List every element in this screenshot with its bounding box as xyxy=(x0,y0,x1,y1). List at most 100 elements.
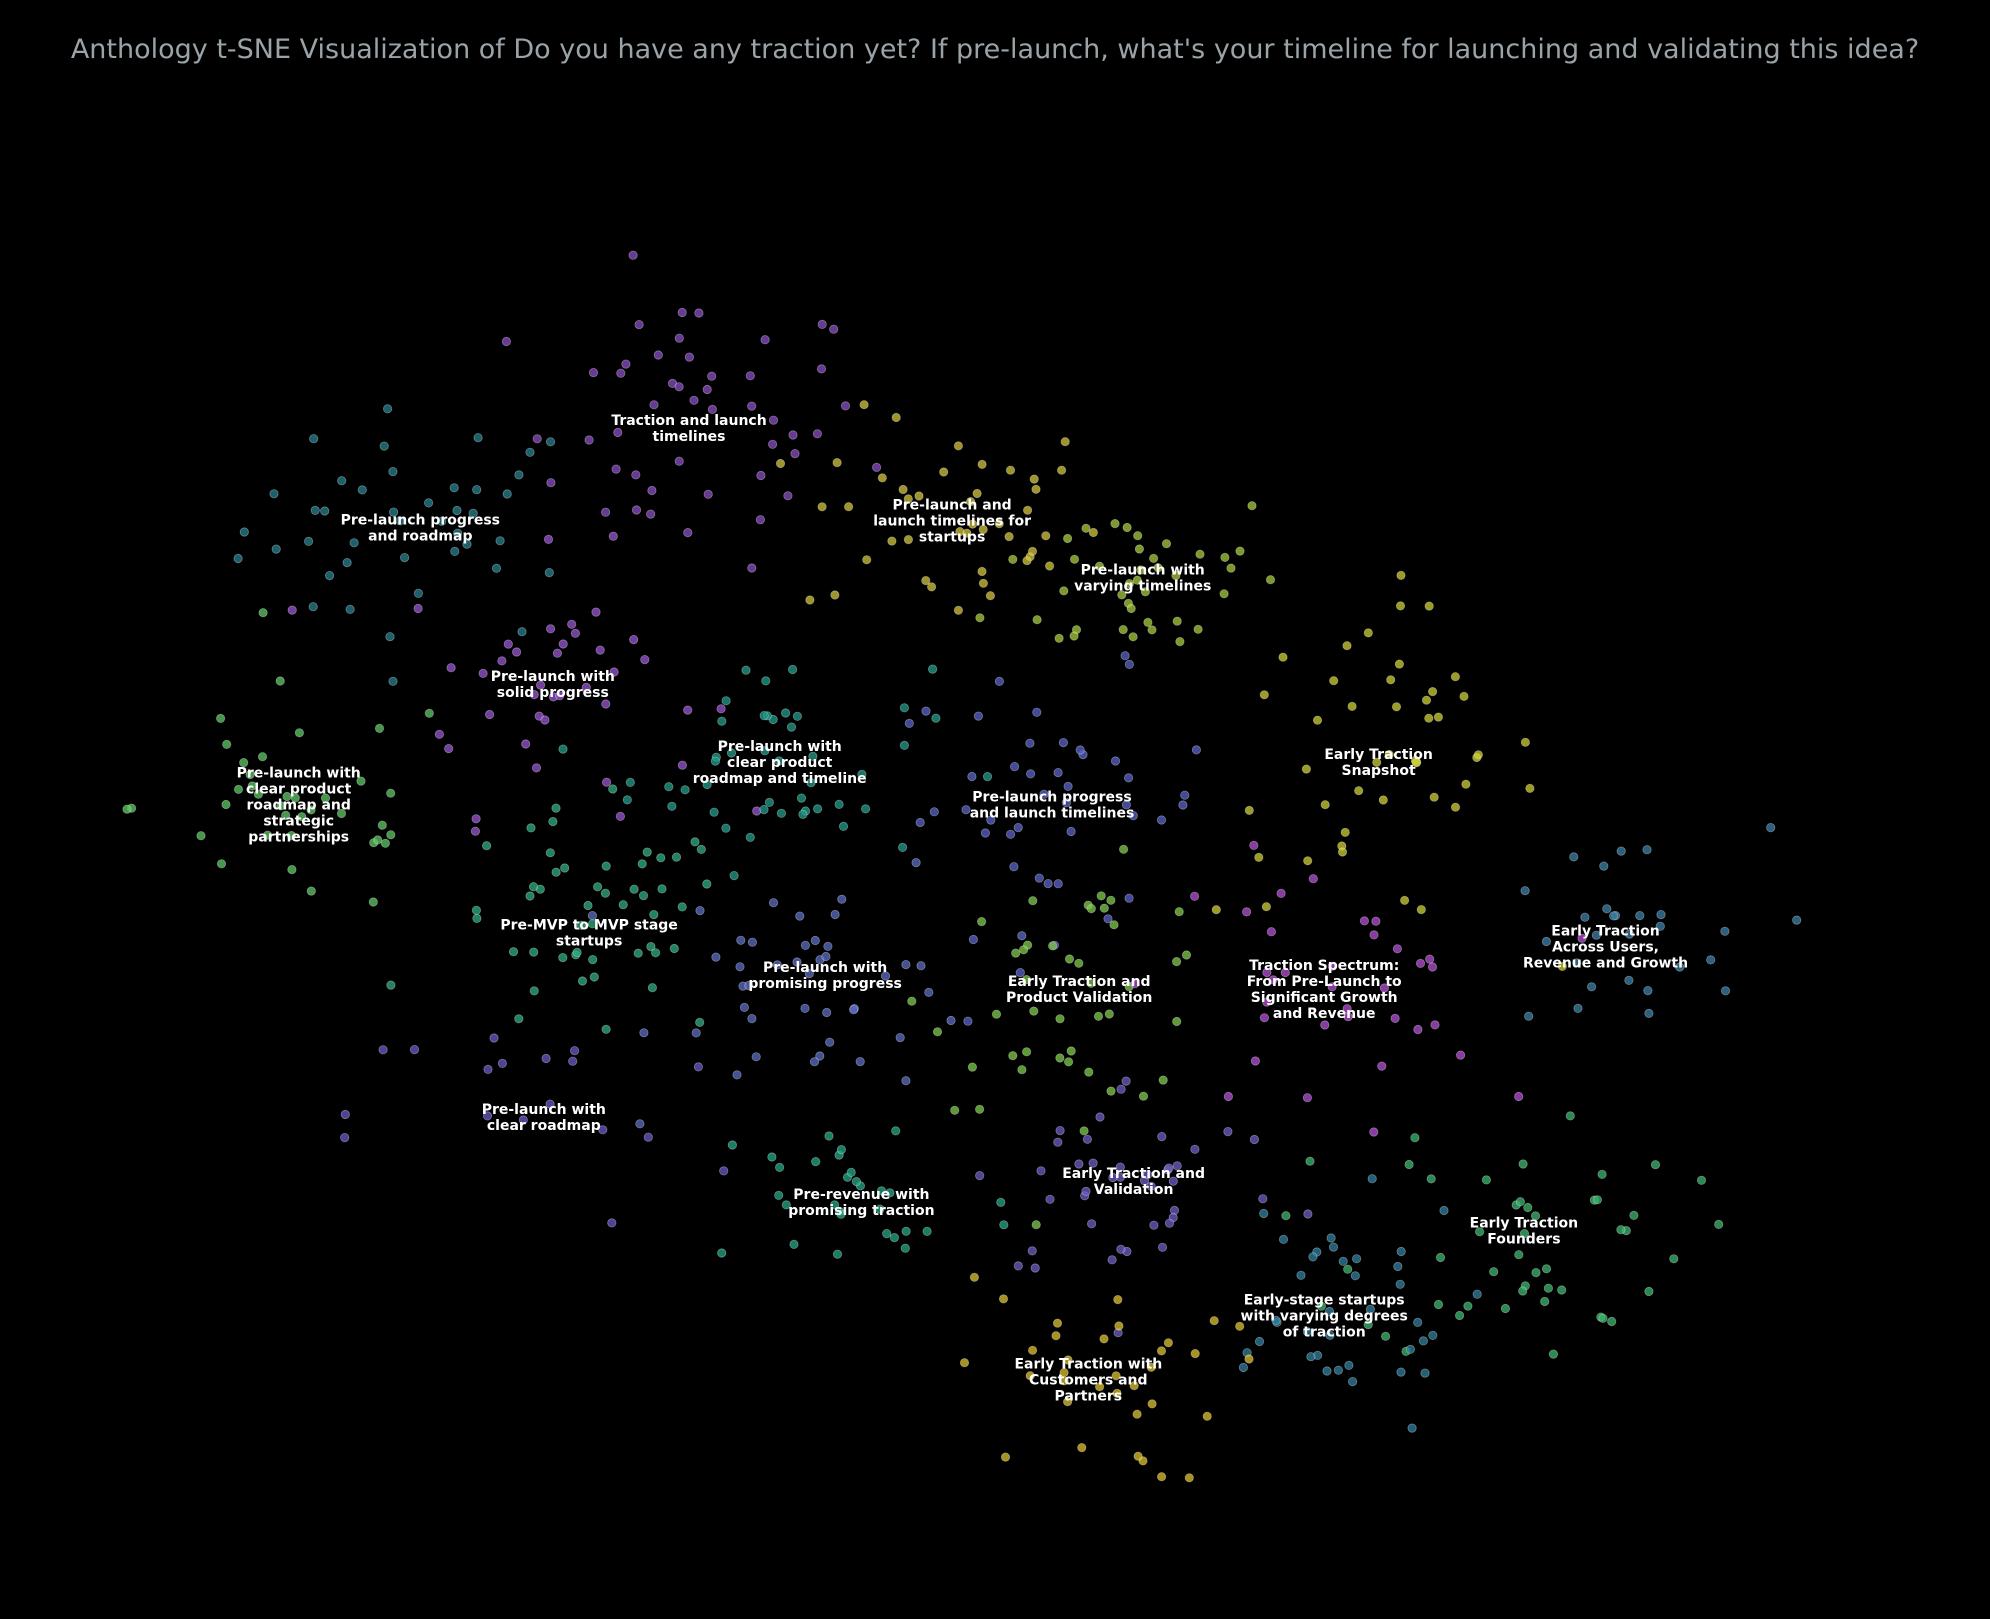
scatter-point xyxy=(635,1119,645,1129)
scatter-point xyxy=(395,516,405,526)
scatter-point xyxy=(468,508,478,518)
scatter-point xyxy=(846,1167,856,1178)
scatter-point xyxy=(840,401,851,411)
scatter-point xyxy=(271,544,281,554)
scatter-point xyxy=(1247,501,1257,511)
cluster-label: Pre-launch with clear product roadmap and s… xyxy=(237,766,361,846)
scatter-point xyxy=(808,751,818,762)
scatter-point xyxy=(1320,1020,1330,1030)
scatter-point xyxy=(1022,556,1032,566)
scatter-point xyxy=(792,957,802,967)
scatter-point xyxy=(653,350,663,360)
scatter-point xyxy=(1164,1163,1174,1173)
scatter-point xyxy=(711,952,721,962)
scatter-point xyxy=(471,905,481,915)
scatter-point xyxy=(595,645,605,655)
scatter-point xyxy=(642,847,652,857)
scatter-point xyxy=(1369,1127,1379,1137)
scatter-point xyxy=(1028,1345,1038,1355)
scatter-point xyxy=(649,909,659,920)
scatter-point xyxy=(287,605,297,615)
scatter-point xyxy=(239,527,249,537)
scatter-point xyxy=(601,699,611,709)
scatter-point xyxy=(1052,1318,1063,1328)
scatter-point xyxy=(774,756,784,766)
scatter-point xyxy=(1126,603,1136,614)
scatter-point xyxy=(545,437,556,447)
scatter-point xyxy=(1426,1174,1436,1184)
scatter-point xyxy=(1629,1210,1639,1221)
scatter-point xyxy=(929,807,939,817)
scatter-point xyxy=(1168,1176,1178,1186)
scatter-point xyxy=(735,962,745,972)
scatter-point xyxy=(625,777,635,788)
scatter-point xyxy=(695,905,705,916)
scatter-point xyxy=(472,485,482,495)
scatter-point xyxy=(800,940,811,951)
scatter-point xyxy=(968,934,979,945)
scatter-point xyxy=(532,434,542,444)
scatter-point xyxy=(1525,783,1535,794)
scatter-point xyxy=(646,509,656,519)
scatter-point xyxy=(489,1033,499,1043)
scatter-point xyxy=(1259,1208,1269,1219)
scatter-point xyxy=(1095,1382,1105,1392)
scatter-point xyxy=(247,781,257,791)
scatter-point xyxy=(903,534,914,545)
scatter-point xyxy=(759,710,769,721)
scatter-point xyxy=(1039,789,1049,799)
scatter-point xyxy=(1415,958,1426,969)
scatter-point xyxy=(1396,1246,1406,1257)
scatter-point xyxy=(122,804,132,814)
scatter-point xyxy=(726,748,737,758)
scatter-point xyxy=(196,831,206,841)
scatter-point xyxy=(558,639,568,649)
scatter-point xyxy=(1018,945,1029,955)
scatter-point xyxy=(832,1249,843,1259)
scatter-point xyxy=(1048,941,1058,951)
scatter-point xyxy=(1367,1174,1377,1184)
scatter-point xyxy=(1219,589,1229,599)
scatter-point xyxy=(760,335,770,345)
scatter-point xyxy=(903,494,913,504)
scatter-point xyxy=(216,859,227,869)
cluster-label: Early-stage startups with varying degrees… xyxy=(1241,1293,1408,1341)
scatter-point xyxy=(1087,1219,1097,1229)
scatter-point xyxy=(340,1133,350,1143)
scatter-point xyxy=(1301,764,1312,774)
scatter-point xyxy=(736,935,746,945)
scatter-point xyxy=(1325,1330,1335,1340)
chart-title: Anthology t-SNE Visualization of Do you … xyxy=(70,34,1920,65)
scatter-point xyxy=(1121,1076,1131,1086)
scatter-point xyxy=(848,1005,859,1015)
scatter-point xyxy=(1439,1205,1449,1216)
scatter-point xyxy=(1669,1254,1679,1264)
scatter-point xyxy=(1306,1352,1316,1362)
scatter-point xyxy=(1235,1321,1245,1331)
scatter-point xyxy=(656,853,666,863)
scatter-point xyxy=(551,867,561,877)
scatter-point xyxy=(386,980,396,990)
scatter-point xyxy=(1013,1261,1023,1271)
scatter-point xyxy=(1365,1304,1376,1314)
scatter-point xyxy=(545,848,555,858)
scatter-point xyxy=(1413,1317,1423,1328)
scatter-point xyxy=(1342,1004,1352,1014)
scatter-point xyxy=(1271,1315,1281,1326)
scatter-point xyxy=(1120,651,1130,661)
scatter-point xyxy=(1143,617,1153,628)
scatter-point xyxy=(233,553,243,564)
scatter-point xyxy=(694,308,704,318)
scatter-point xyxy=(1130,978,1140,989)
scatter-point xyxy=(994,519,1004,529)
scatter-point xyxy=(388,466,398,477)
scatter-point xyxy=(631,470,641,480)
scatter-point xyxy=(768,415,779,425)
scatter-point xyxy=(600,888,611,898)
scatter-point xyxy=(972,488,982,499)
scatter-point xyxy=(1302,1093,1313,1103)
scatter-point xyxy=(978,524,988,535)
scatter-point xyxy=(1030,1263,1040,1273)
scatter-point xyxy=(1122,522,1132,533)
scatter-point xyxy=(503,639,513,649)
